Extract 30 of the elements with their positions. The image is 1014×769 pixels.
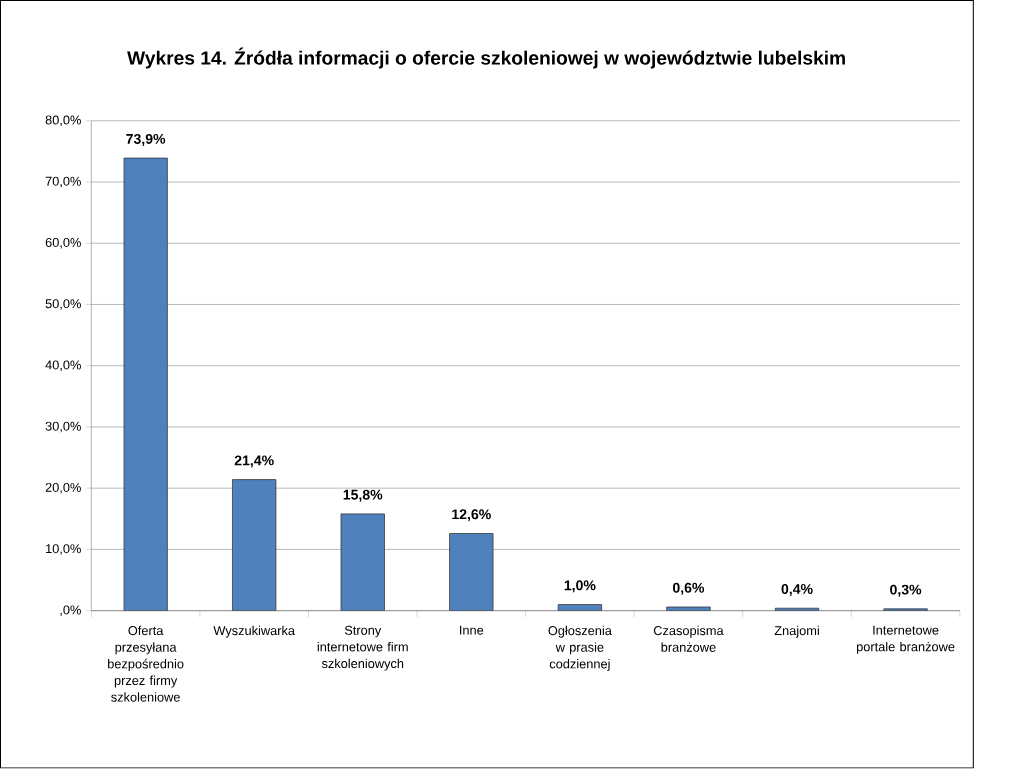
data-label: 1,0%: [564, 580, 596, 593]
y-tick-label: 40,0%: [45, 360, 81, 372]
y-tick-label: ,0%: [60, 605, 81, 617]
x-tick-label: Inne: [460, 625, 484, 635]
bar: [449, 533, 494, 611]
x-tick-label: Wyszukiwarka: [213, 626, 296, 638]
y-tick-label: 70,0%: [45, 176, 81, 188]
x-tick-label: Internetowe portale branżowe: [856, 625, 955, 655]
x-tick-label: Ogłoszenia w prasie codziennej: [548, 626, 612, 672]
y-tick-label: 20,0%: [45, 483, 81, 494]
data-label: 21,4%: [234, 455, 274, 468]
x-tick-label: Strony internetowe firm szkoleniowych: [317, 626, 408, 671]
y-tick-label: 10,0%: [46, 544, 81, 555]
data-label: 73,9%: [126, 134, 166, 147]
x-tick-label: Czasopisma branżowe: [653, 626, 724, 653]
data-label: 0,4%: [781, 584, 813, 597]
chart-title: Wykres 14. Źródła informacji o ofercie szkoleniowej w województwie lubelskim: [127, 47, 845, 69]
data-label: 0,3%: [890, 584, 922, 597]
data-label: 15,8%: [343, 489, 383, 502]
bar: [340, 513, 385, 611]
bar: [123, 157, 168, 611]
y-tick-label: 60,0%: [45, 238, 81, 249]
y-tick-label: 30,0%: [45, 421, 81, 433]
x-tick-label: Oferta przesyłana bezpośrednio przez firmy szkoleniowe: [108, 625, 184, 702]
y-tick-label: 80,0%: [45, 115, 81, 127]
data-label: 12,6%: [452, 509, 491, 522]
bar: [232, 479, 277, 611]
y-tick-label: 50,0%: [45, 299, 81, 311]
data-label: 0,6%: [672, 583, 705, 596]
x-tick-label: Znajomi: [774, 626, 819, 638]
